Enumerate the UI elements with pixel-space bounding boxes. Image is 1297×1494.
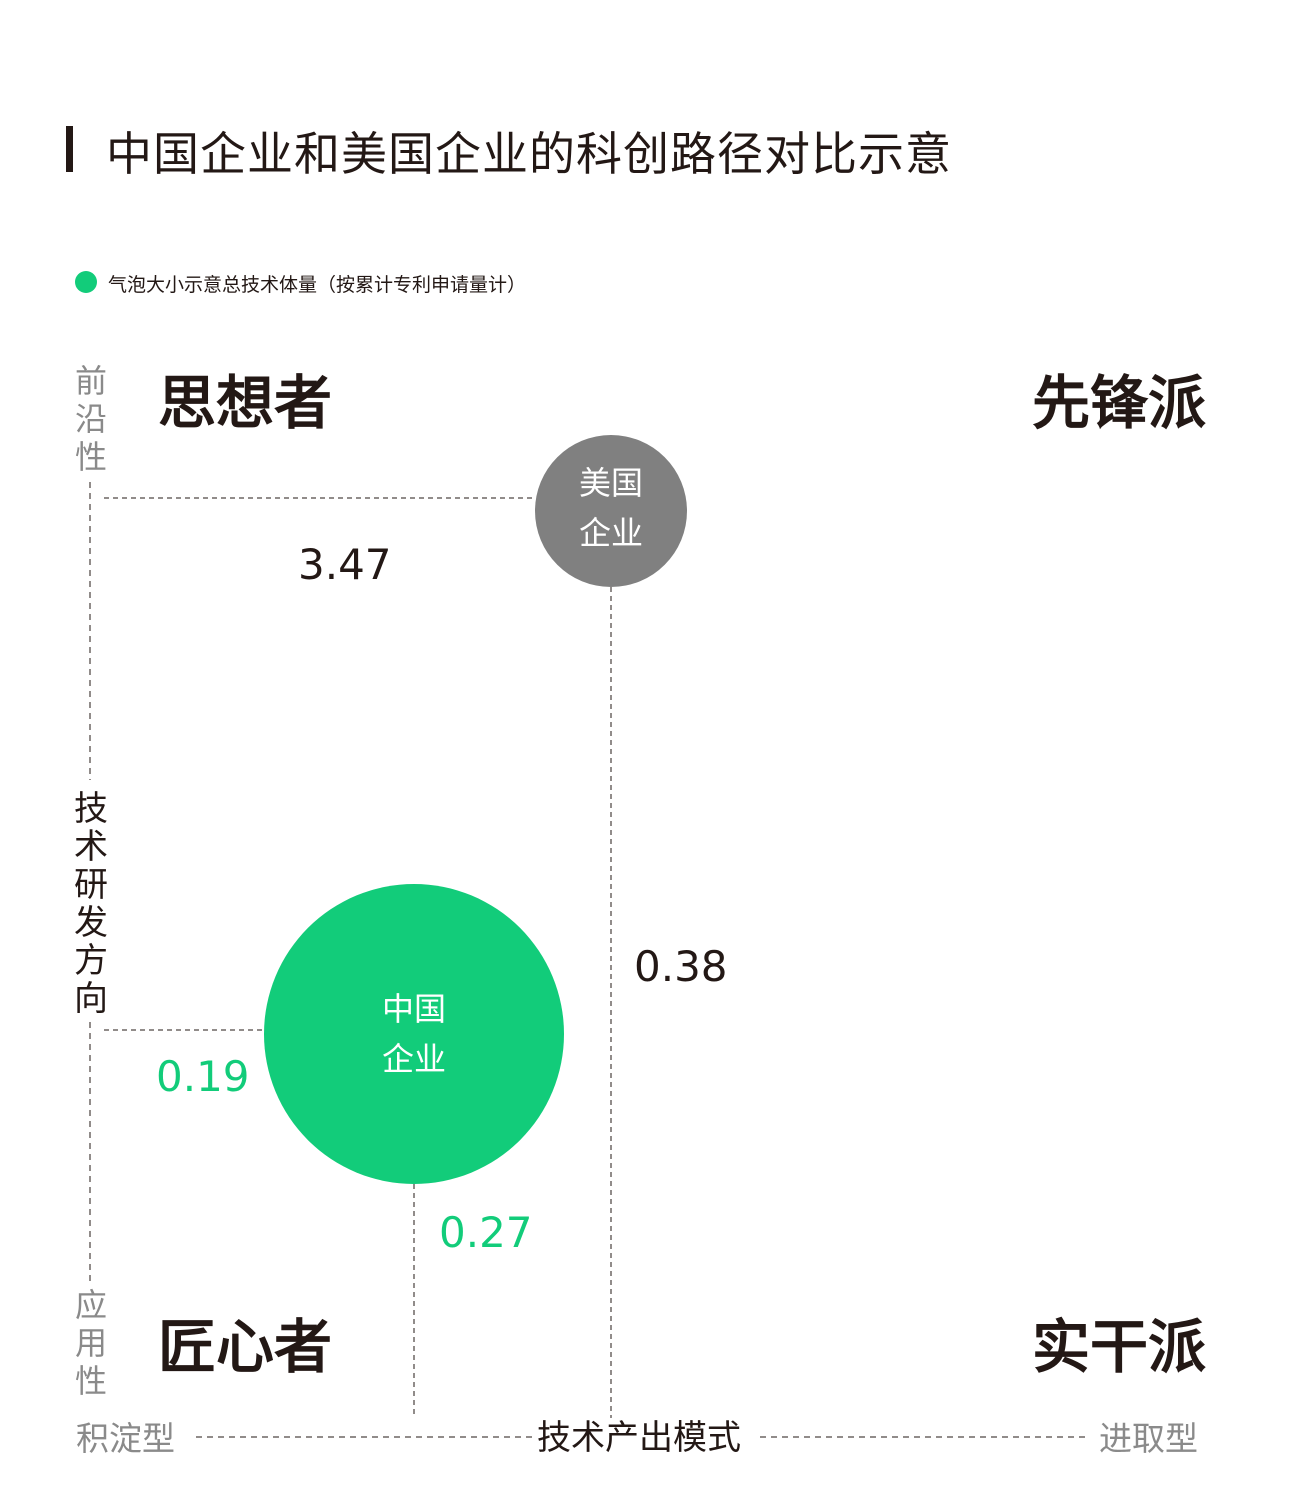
quadrant-bottom-left: 匠心者 [158,1313,333,1381]
legend-marker [75,271,97,293]
legend-text: 气泡大小示意总技术体量（按累计专利申请量计） [108,274,527,296]
y-axis-bottom-label: 应用性 [74,1286,107,1400]
x-axis-right-label: 进取型 [1099,1419,1198,1458]
x-axis-left-label: 积淀型 [76,1419,175,1458]
x-value-label: 0.38 [634,942,728,991]
y-value-label: 0.19 [156,1052,250,1101]
bubble [264,884,564,1184]
bubble [535,435,687,587]
quadrant-top-right: 先锋派 [1032,369,1207,437]
title-accent-bar [66,126,73,172]
x-value-label: 0.27 [439,1208,533,1257]
x-axis-label: 技术产出模式 [537,1418,741,1458]
bubble-label-line2: 企业 [579,514,643,552]
bubble-label-line1: 中国 [382,990,446,1028]
y-value-label: 3.47 [298,540,392,589]
y-axis-top-label: 前沿性 [74,362,107,476]
bubble-label-line2: 企业 [382,1040,446,1078]
bubble-label-line1: 美国 [579,464,643,502]
chart-title: 中国企业和美国企业的科创路径对比示意 [106,127,952,181]
quadrant-bottom-right: 实干派 [1032,1313,1207,1381]
y-axis-label: 技术研发方向 [74,789,108,1019]
quadrant-top-left: 思想者 [158,369,333,437]
